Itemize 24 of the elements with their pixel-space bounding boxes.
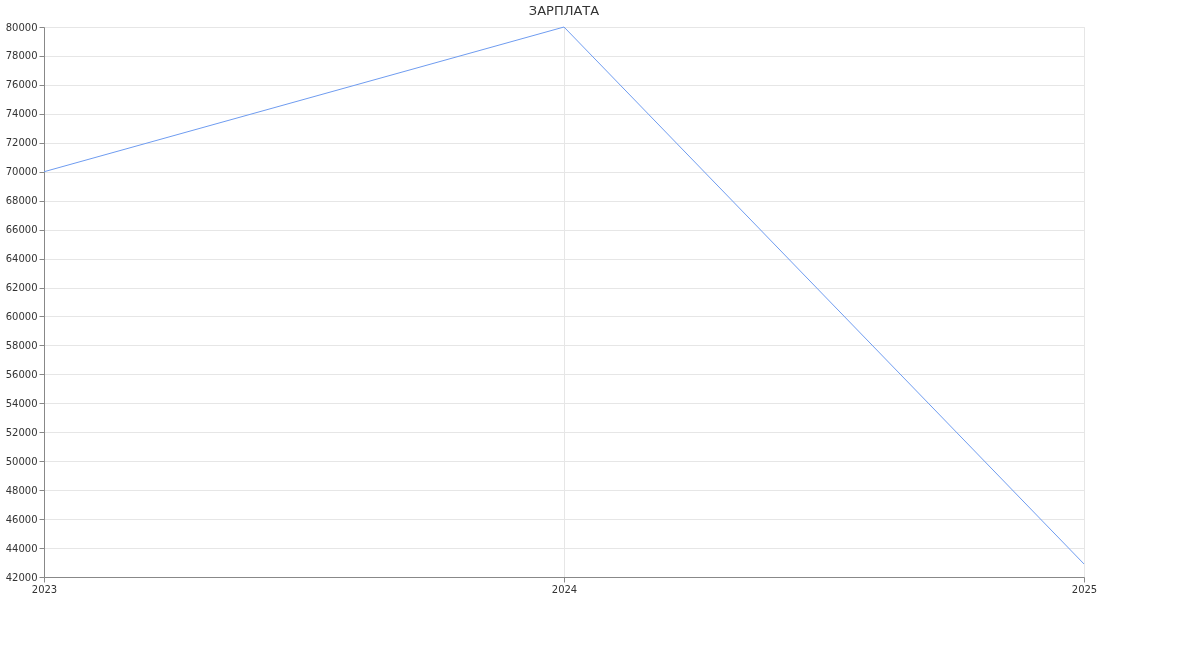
y-tick-label: 74000 (5, 108, 38, 120)
y-tick-label: 50000 (5, 455, 38, 467)
y-tick-label: 78000 (5, 50, 38, 62)
y-tick-label: 56000 (5, 368, 38, 380)
y-tick-label: 64000 (5, 253, 38, 265)
y-tick-label: 58000 (5, 339, 38, 351)
y-tick-label: 62000 (5, 282, 38, 294)
y-tick-label: 76000 (5, 79, 38, 91)
y-tick-label: 54000 (5, 397, 38, 409)
y-tick-label: 70000 (5, 166, 38, 178)
chart-title: ЗАРПЛАТА (528, 3, 600, 18)
y-tick-label: 44000 (5, 542, 38, 554)
y-tick-label: 72000 (5, 137, 38, 149)
y-tick-label: 52000 (5, 426, 38, 438)
x-tick-label: 2025 (1071, 583, 1098, 595)
y-tick-label: 60000 (5, 310, 38, 322)
x-tick-label: 2023 (31, 583, 58, 595)
y-tick-label: 46000 (5, 513, 38, 525)
y-tick-label: 48000 (5, 484, 38, 496)
x-tick-label: 2024 (551, 583, 578, 595)
y-tick-label: 42000 (5, 571, 38, 583)
y-tick-label: 66000 (5, 224, 38, 236)
y-tick-label: 80000 (5, 21, 38, 33)
y-tick-label: 68000 (5, 195, 38, 207)
